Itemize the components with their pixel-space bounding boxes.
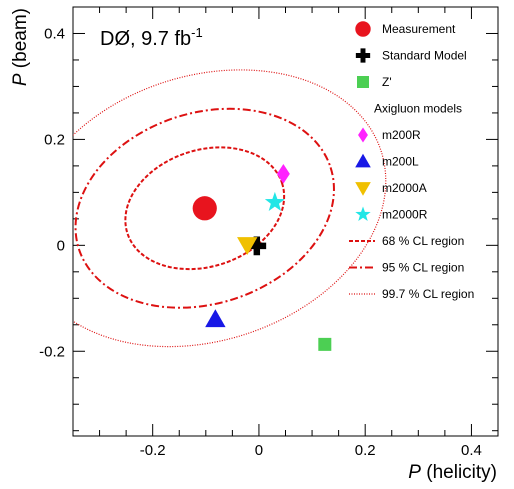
- marker-m2000a: [237, 237, 258, 256]
- legend-header: Axigluon models: [374, 102, 462, 116]
- legend-label: 68 % CL region: [382, 234, 464, 248]
- data-markers: [192, 163, 332, 351]
- plot-frame: [72, 6, 499, 437]
- legend-symbol: [355, 48, 371, 63]
- marker-standard-model: [247, 236, 267, 256]
- legend-symbol: [357, 76, 369, 88]
- x-axis-title: P (helicity): [408, 462, 497, 483]
- legend-symbol: [355, 182, 371, 196]
- legend-symbol: [355, 21, 371, 37]
- x-tick-label: -0.2: [140, 442, 166, 459]
- legend-symbol: [355, 153, 371, 168]
- legend-label: m200L: [382, 155, 419, 169]
- legend-symbol: [358, 127, 368, 143]
- x-tick-labels: -0.2 0 0.2 0.4: [140, 442, 482, 459]
- legend-label: m2000R: [382, 208, 428, 222]
- axis-ticks: [72, 6, 499, 436]
- legend-label: Measurement: [382, 22, 456, 36]
- contour-95-cl-region: [74, 107, 335, 309]
- x-tick-label: 0.4: [461, 442, 482, 459]
- legend-symbol: [355, 206, 371, 222]
- legend-label: Z': [382, 75, 392, 89]
- legend-label: m2000A: [382, 181, 427, 195]
- contour-68-cl-region: [124, 146, 286, 271]
- marker-m200r: [276, 163, 290, 184]
- luminosity-exponent: -1: [191, 25, 203, 40]
- y-tick-label: -0.2: [39, 343, 65, 360]
- confidence-contours: [73, 69, 387, 348]
- experiment-title: DØ, 9.7 fb-1: [100, 25, 203, 50]
- x-tick-label: 0: [255, 442, 263, 459]
- y-tick-label: 0.4: [44, 25, 65, 42]
- legend-label: 95 % CL region: [382, 261, 464, 275]
- y-tick-label: 0.2: [44, 131, 65, 148]
- marker-m2000r: [264, 191, 285, 211]
- legend-label: m200R: [382, 128, 421, 142]
- marker-measurement: [192, 196, 217, 221]
- legend: Measurement Standard Model Z' Axigluon mode…: [349, 21, 474, 301]
- legend-label: Standard Model: [382, 49, 467, 63]
- marker-m200l: [205, 309, 226, 328]
- x-tick-label: 0.2: [355, 442, 376, 459]
- y-tick-labels: -0.2 0 0.2 0.4: [39, 25, 65, 360]
- legend-label: 99.7 % CL region: [382, 287, 474, 301]
- y-axis-title: P (beam): [10, 8, 31, 86]
- marker-z: [318, 337, 332, 351]
- y-tick-label: 0: [57, 237, 65, 254]
